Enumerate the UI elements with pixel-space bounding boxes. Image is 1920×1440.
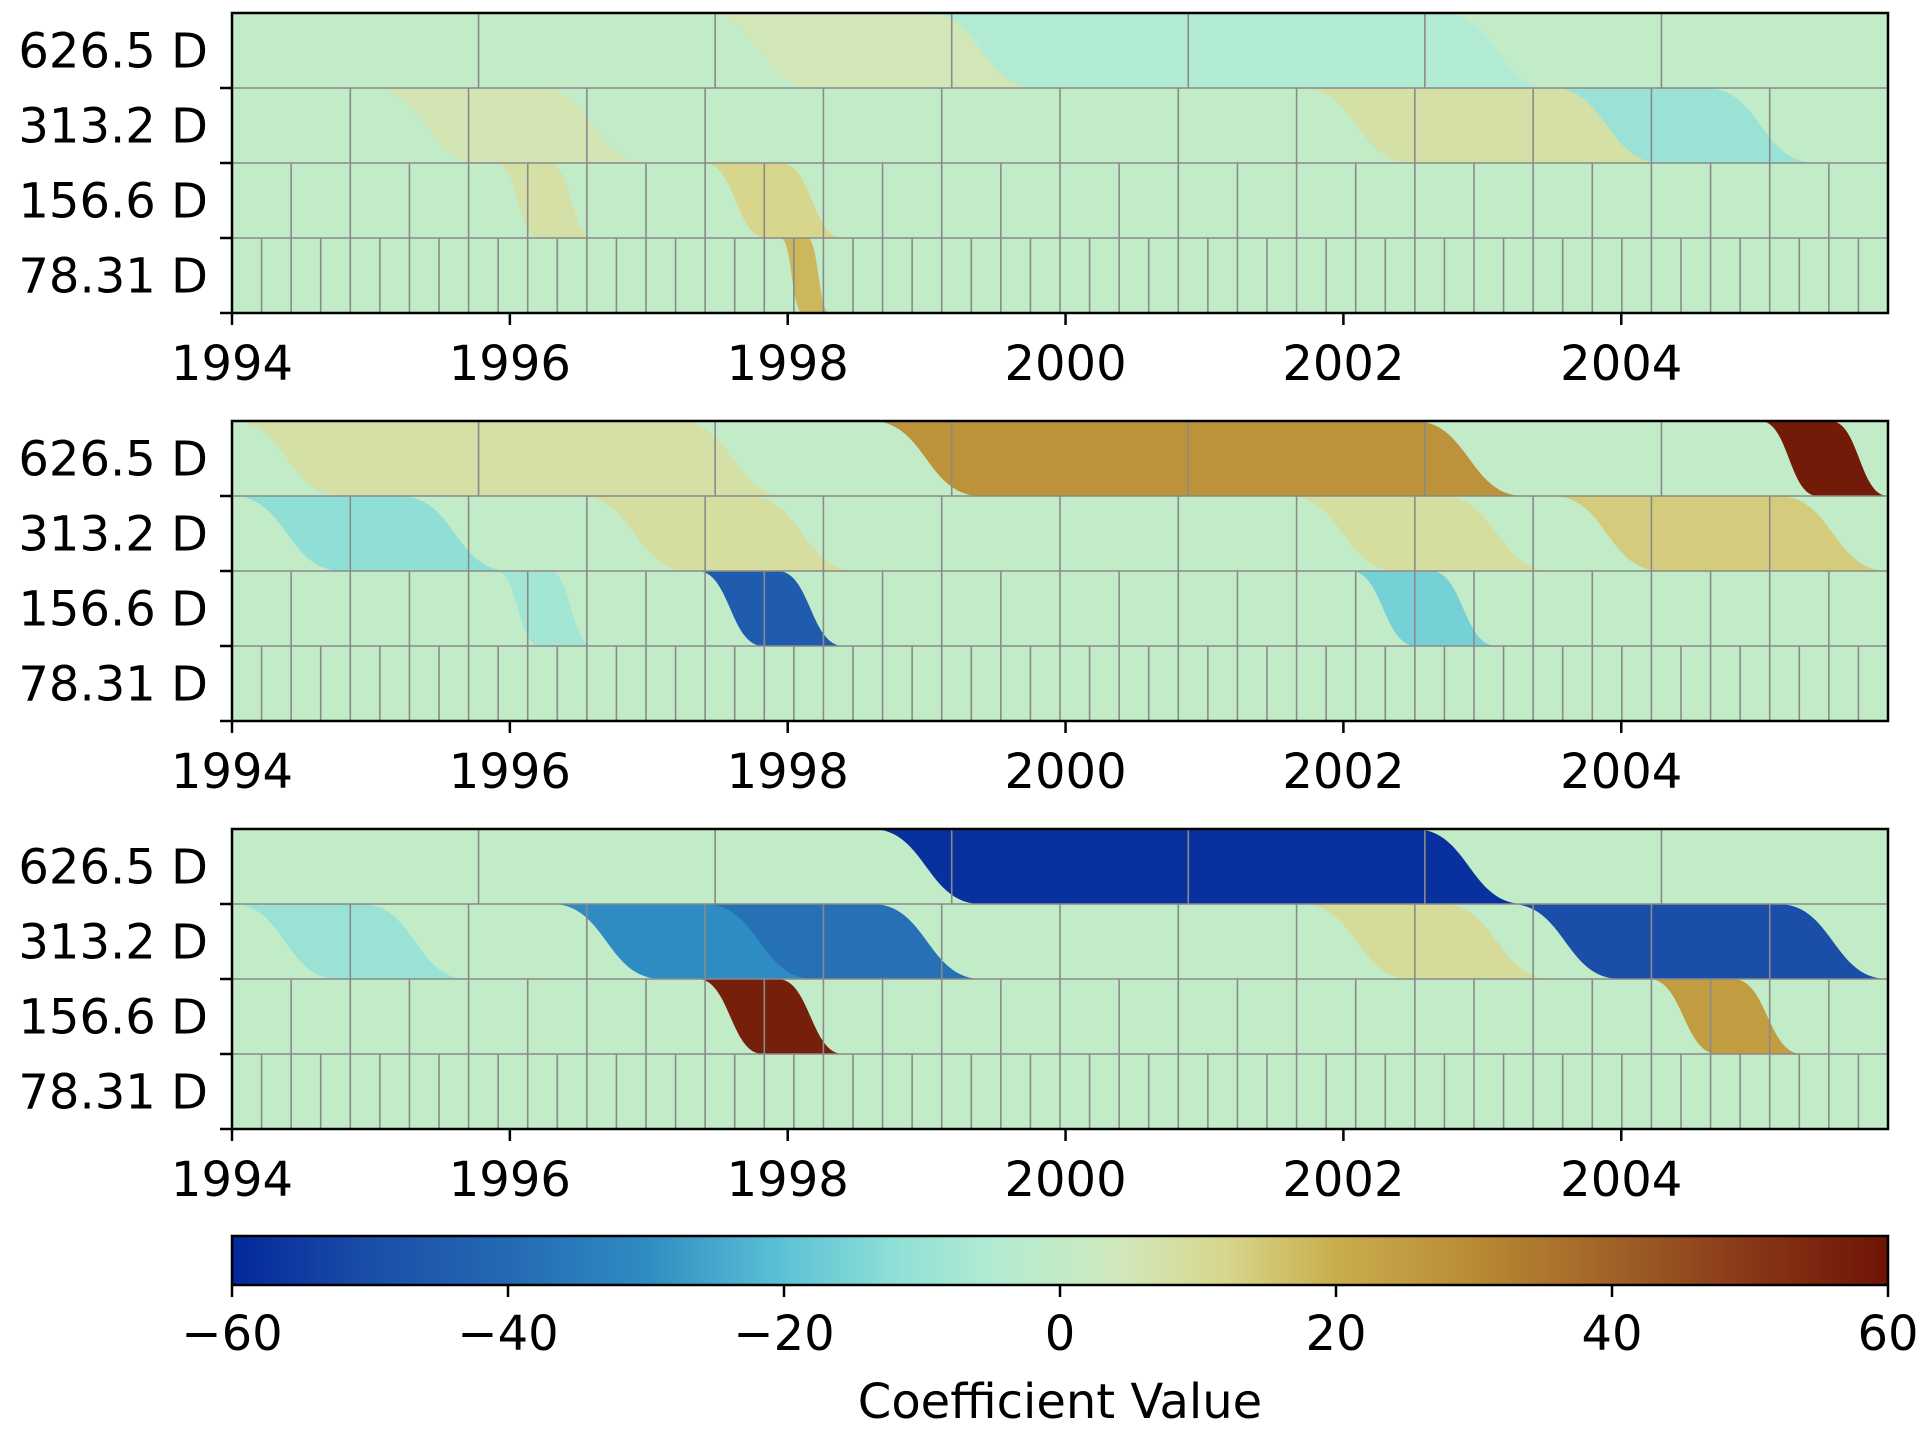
coefficient-band [232,496,510,571]
heatmap-panel-2: 626.5 D 313.2 D 156.6 D 78.31 D 1994 1996 1998… [18,419,1890,800]
x-tick-label: 1996 [449,336,571,392]
x-tick-label: 2000 [1004,336,1126,392]
x-tick-label: 2002 [1282,336,1404,392]
colorbar-label: Coefficient Value [858,1374,1262,1430]
colorbar: −60 −40 −20 0 20 40 60 Coefficient Value [181,1234,1919,1430]
x-tick-label: 2004 [1560,336,1682,392]
heatmap-panel-3: 626.5 D 313.2 D 156.6 D 78.31 D 1994 1996 1998… [18,827,1890,1208]
x-tick-label: 2002 [1282,744,1404,800]
coefficient-band [1551,496,1888,571]
x-tick-label: 1994 [171,1152,293,1208]
coefficient-band [1551,88,1816,163]
coefficient-band [704,904,983,979]
coefficient-band [495,571,594,646]
coefficient-band [1301,904,1552,979]
y-tick-label: 156.6 D [18,174,208,230]
x-tick-label: 1998 [727,336,849,392]
coefficient-band [871,829,1525,904]
colorbar-tick-label: 0 [1045,1306,1076,1362]
colorbar-tick-label: −60 [181,1306,282,1362]
colorbar-tick-label: −20 [733,1306,834,1362]
x-tick-label: 1994 [171,336,293,392]
x-tick-label: 2002 [1282,1152,1404,1208]
heatmap-panel-1: 626.5 D 313.2 D 156.6 D 78.31 D 1994 1996 1998… [18,11,1890,392]
y-tick-label: 626.5 D [18,432,208,488]
coefficient-band [370,88,649,163]
coefficient-band [926,13,1552,88]
y-tick-label: 626.5 D [18,24,208,80]
y-tick-label: 78.31 D [18,1065,208,1121]
coefficient-band [704,163,844,238]
y-tick-label: 626.5 D [18,840,208,896]
y-tick-label: 313.2 D [18,99,208,155]
coefficient-band [1649,979,1802,1054]
x-tick-label: 1994 [171,744,293,800]
y-tick-label: 313.2 D [18,915,208,971]
x-tick-label: 2000 [1004,1152,1126,1208]
colorbar-tick-label: 20 [1305,1306,1366,1362]
coefficient-band [1350,571,1497,646]
coefficient-band [579,496,858,571]
coefficient-band [871,421,1525,496]
colorbar-tick-label: −40 [457,1306,558,1362]
x-tick-label: 2000 [1004,744,1126,800]
x-tick-label: 2004 [1560,1152,1682,1208]
coefficient-band [1287,496,1552,571]
y-tick-label: 78.31 D [18,657,208,713]
coefficient-band [232,421,788,496]
x-tick-label: 1996 [449,1152,571,1208]
x-tick-label: 1998 [727,1152,849,1208]
y-tick-label: 313.2 D [18,507,208,563]
x-tick-label: 1998 [727,744,849,800]
y-tick-label: 156.6 D [18,582,208,638]
colorbar-tick-label: 60 [1857,1306,1918,1362]
x-tick-label: 2004 [1560,744,1682,800]
coefficient-band [1510,904,1888,979]
coefficient-band [495,163,594,238]
colorbar-gradient [230,1234,1890,1287]
y-tick-label: 78.31 D [18,249,208,305]
coefficient-band [697,979,844,1054]
coefficient-band [697,571,844,646]
colorbar-tick-label: 40 [1581,1306,1642,1362]
coefficient-band [1760,421,1888,496]
x-tick-label: 1996 [449,744,571,800]
y-tick-label: 156.6 D [18,990,208,1046]
coefficient-band [780,238,830,313]
